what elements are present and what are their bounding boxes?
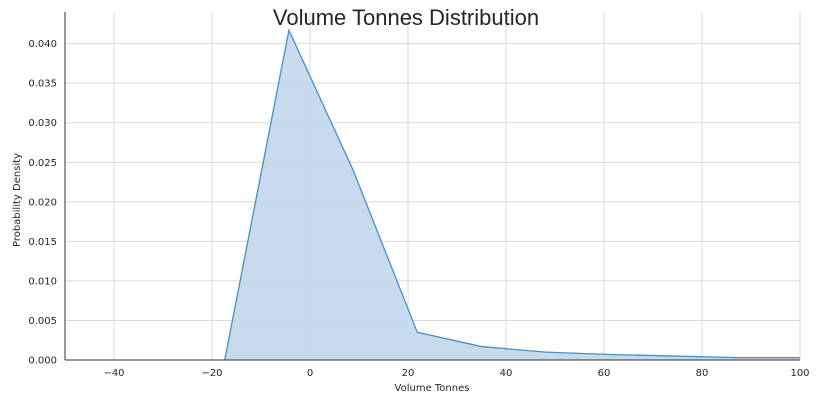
y-tick-label: 0.005: [28, 316, 57, 327]
y-tick-label: 0.020: [28, 197, 57, 208]
x-axis-label: Volume Tonnes: [395, 383, 470, 394]
density-area-layer: [224, 28, 801, 361]
y-axis-label: Probability Density: [12, 153, 23, 247]
x-tick-label: 60: [598, 368, 611, 379]
x-tick-label: 20: [402, 368, 415, 379]
grid-lines: [65, 12, 801, 361]
y-tick-label: 0.010: [28, 276, 57, 287]
x-tick-label: −40: [103, 368, 124, 379]
x-tick-label: 100: [790, 368, 809, 379]
x-tick-label: 80: [696, 368, 709, 379]
y-tick-label: 0.025: [28, 158, 57, 169]
y-tick-label: 0.030: [28, 118, 57, 129]
chart-title: Volume Tonnes Distribution: [273, 5, 539, 30]
y-tick-label: 0.035: [28, 79, 57, 90]
x-tick-labels: −40 −20 0 20 40 60 80 100: [103, 368, 809, 379]
density-area-fill: [224, 30, 801, 360]
y-tick-labels: 0.000 0.005 0.010 0.015 0.020 0.025 0.030 0.035…: [28, 39, 57, 366]
x-tick-label: 0: [307, 368, 313, 379]
y-tick-label: 0.040: [28, 39, 57, 50]
axes: [64, 12, 800, 361]
x-tick-label: −20: [201, 368, 222, 379]
density-line: [224, 28, 800, 361]
y-tick-label: 0.000: [28, 356, 57, 367]
x-tick-label: 40: [500, 368, 513, 379]
y-tick-label: 0.015: [28, 237, 57, 248]
